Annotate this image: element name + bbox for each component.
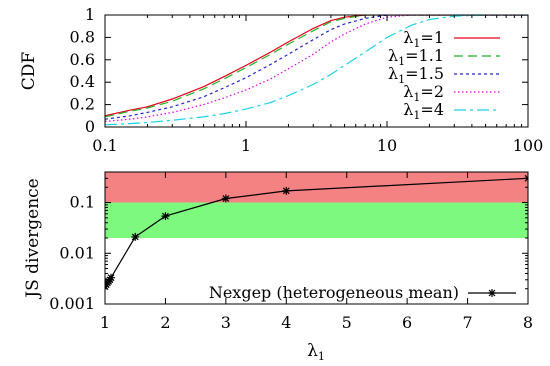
cdf-series-group — [105, 15, 528, 126]
cdf-x-tick-label: 100 — [513, 136, 544, 155]
cdf-legend-label: λ1=4 — [403, 100, 444, 122]
divergence-point — [161, 212, 170, 221]
cdf-series-line — [105, 15, 528, 117]
divergence-legend-marker — [488, 289, 496, 297]
divergence-bands — [105, 172, 528, 238]
divergence-series-group — [105, 174, 528, 291]
cdf-y-tick-label: 0.2 — [70, 95, 95, 114]
cdf-x-tick-label: 1 — [241, 136, 251, 155]
cdf-y-tick-label: 0.6 — [70, 50, 95, 69]
cdf-series-line — [105, 15, 528, 120]
divergence-x-tick-label: 5 — [342, 313, 352, 332]
js-divergence-chart: 1 2 3 4 5 6 7 8 0.001 0.01 0.1 JS divergence λ1 Ne… — [23, 171, 533, 363]
cdf-plot-frame — [104, 14, 529, 128]
divergence-x-tick-label: 2 — [160, 313, 170, 332]
cdf-series-line — [105, 15, 528, 122]
divergence-y-tick-label: 0.001 — [49, 294, 95, 313]
divergence-x-tick-label: 8 — [523, 313, 533, 332]
cdf-legend-label: λ1=1 — [403, 28, 444, 50]
cdf-series-line — [105, 15, 528, 118]
divergence-ticks: 1 2 3 4 5 6 7 8 0.001 0.01 0.1 — [49, 171, 533, 332]
divergence-x-tick-label: 3 — [221, 313, 231, 332]
divergence-x-tick-label: 6 — [402, 313, 412, 332]
divergence-x-axis-title: λ1 — [307, 341, 325, 363]
divergence-point — [282, 186, 291, 195]
divergence-legend-label: Nexgep (heterogeneous mean) — [209, 283, 459, 302]
cdf-y-tick-label: 0.8 — [70, 27, 95, 46]
cdf-legend-label: λ1=1.5 — [388, 64, 444, 86]
cdf-y-tick-label: 1 — [85, 5, 95, 24]
cdf-ticks: 0.1 1 10 100 0 0.2 0.4 0.6 0.8 1 — [70, 5, 544, 155]
cdf-y-tick-label: 0.4 — [70, 72, 95, 91]
divergence-x-tick-label: 7 — [462, 313, 472, 332]
divergence-y-tick-label: 0.1 — [70, 193, 95, 212]
divergence-band — [105, 202, 528, 238]
cdf-legend-label: λ1=1.1 — [388, 46, 444, 68]
divergence-y-axis-title: JS divergence — [23, 178, 43, 299]
divergence-legend: Nexgep (heterogeneous mean) — [209, 283, 516, 302]
cdf-legend: λ1=1λ1=1.1λ1=1.5λ1=2λ1=4 — [388, 28, 500, 122]
cdf-y-axis-title: CDF — [19, 52, 39, 91]
cdf-x-tick-label: 10 — [377, 136, 397, 155]
divergence-x-tick-label: 1 — [100, 313, 110, 332]
cdf-x-tick-label: 0.1 — [92, 136, 117, 155]
cdf-series-line — [105, 15, 528, 126]
divergence-band — [105, 172, 528, 203]
divergence-y-tick-label: 0.01 — [59, 243, 95, 262]
cdf-y-tick-label: 0 — [85, 117, 95, 136]
cdf-legend-label: λ1=2 — [403, 82, 444, 104]
divergence-point — [107, 273, 116, 282]
divergence-point — [221, 194, 230, 203]
divergence-x-tick-label: 4 — [281, 313, 291, 332]
divergence-point — [131, 232, 140, 241]
divergence-point — [105, 275, 114, 284]
